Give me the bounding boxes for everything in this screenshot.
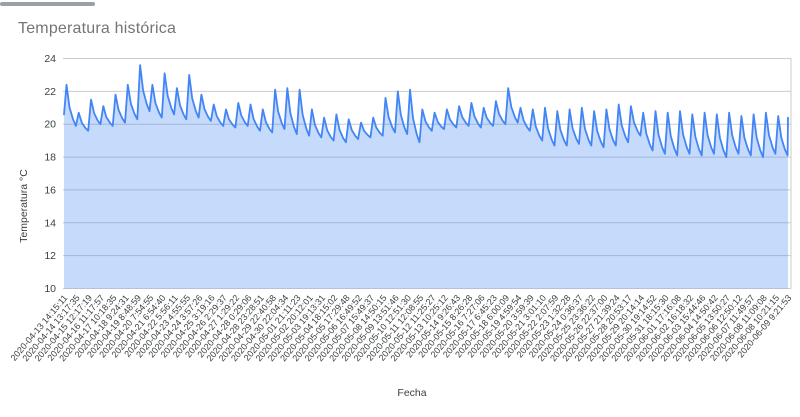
gridlines <box>63 58 792 289</box>
temperature-line <box>63 64 789 159</box>
y-axis-tick-label: 14 <box>44 217 56 229</box>
y-axis-tick-label: 22 <box>44 86 56 98</box>
y-axis-tick-label: 12 <box>44 250 56 262</box>
y-axis-tick-label: 18 <box>44 152 56 164</box>
x-axis-title: Fecha <box>397 387 427 399</box>
scroll-indicator-bar <box>0 2 95 6</box>
chart-title: Temperatura histórica <box>18 20 177 37</box>
y-axis-tick-label: 10 <box>44 283 56 295</box>
y-axis-tick-label: 16 <box>44 184 56 196</box>
y-axis-tick-label: 20 <box>44 119 56 131</box>
area-fill <box>64 65 788 289</box>
y-tick-labels: 10 12 14 16 18 20 22 24 <box>44 53 56 295</box>
y-axis-tick-label: 24 <box>44 53 56 65</box>
